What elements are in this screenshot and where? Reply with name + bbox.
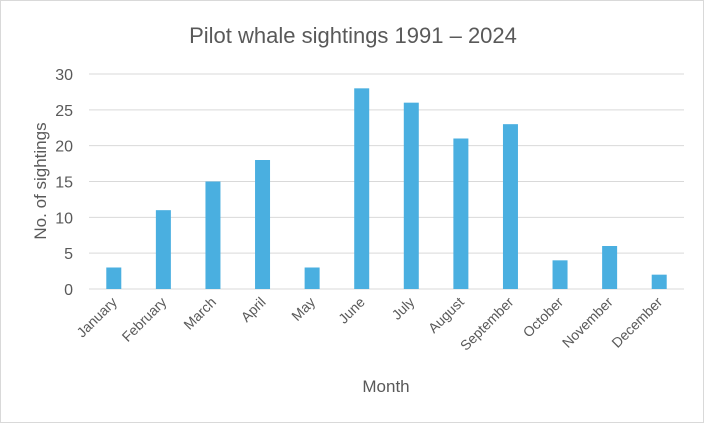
x-tick-label: April bbox=[238, 294, 269, 325]
x-tick-label: August bbox=[425, 294, 467, 336]
x-tick-label: October bbox=[520, 294, 567, 341]
x-tick-label: July bbox=[388, 294, 417, 323]
x-tick-label: December bbox=[608, 294, 665, 351]
y-tick-label: 5 bbox=[64, 246, 73, 263]
y-tick-label: 25 bbox=[55, 103, 73, 120]
bar-august bbox=[453, 138, 469, 289]
bar-december bbox=[651, 274, 667, 289]
y-tick-label: 0 bbox=[64, 282, 73, 299]
x-tick-label: November bbox=[559, 294, 616, 351]
x-tick-label: January bbox=[73, 294, 120, 341]
x-axis-label: Month bbox=[362, 377, 409, 396]
y-tick-label: 15 bbox=[55, 175, 73, 192]
bar-february bbox=[155, 210, 171, 289]
bar-april bbox=[255, 160, 271, 289]
bar-june bbox=[354, 88, 370, 289]
y-tick-label: 10 bbox=[55, 210, 73, 227]
x-tick-label: June bbox=[335, 294, 368, 327]
bar-march bbox=[205, 181, 221, 289]
chart-title: Pilot whale sightings 1991 – 2024 bbox=[189, 23, 517, 48]
x-tick-label: September bbox=[457, 294, 517, 354]
bar-july bbox=[403, 102, 419, 290]
bar-january bbox=[106, 267, 122, 289]
bar-may bbox=[304, 267, 320, 289]
x-tick-label: March bbox=[180, 294, 219, 333]
bar-september bbox=[502, 124, 518, 290]
y-axis-label: No. of sightings bbox=[31, 122, 50, 239]
y-tick-label: 30 bbox=[55, 67, 73, 84]
bar-october bbox=[552, 260, 568, 289]
x-tick-label: February bbox=[119, 294, 170, 345]
bar-november bbox=[602, 246, 618, 289]
x-tick-label: May bbox=[288, 294, 318, 324]
y-tick-label: 20 bbox=[55, 139, 73, 156]
